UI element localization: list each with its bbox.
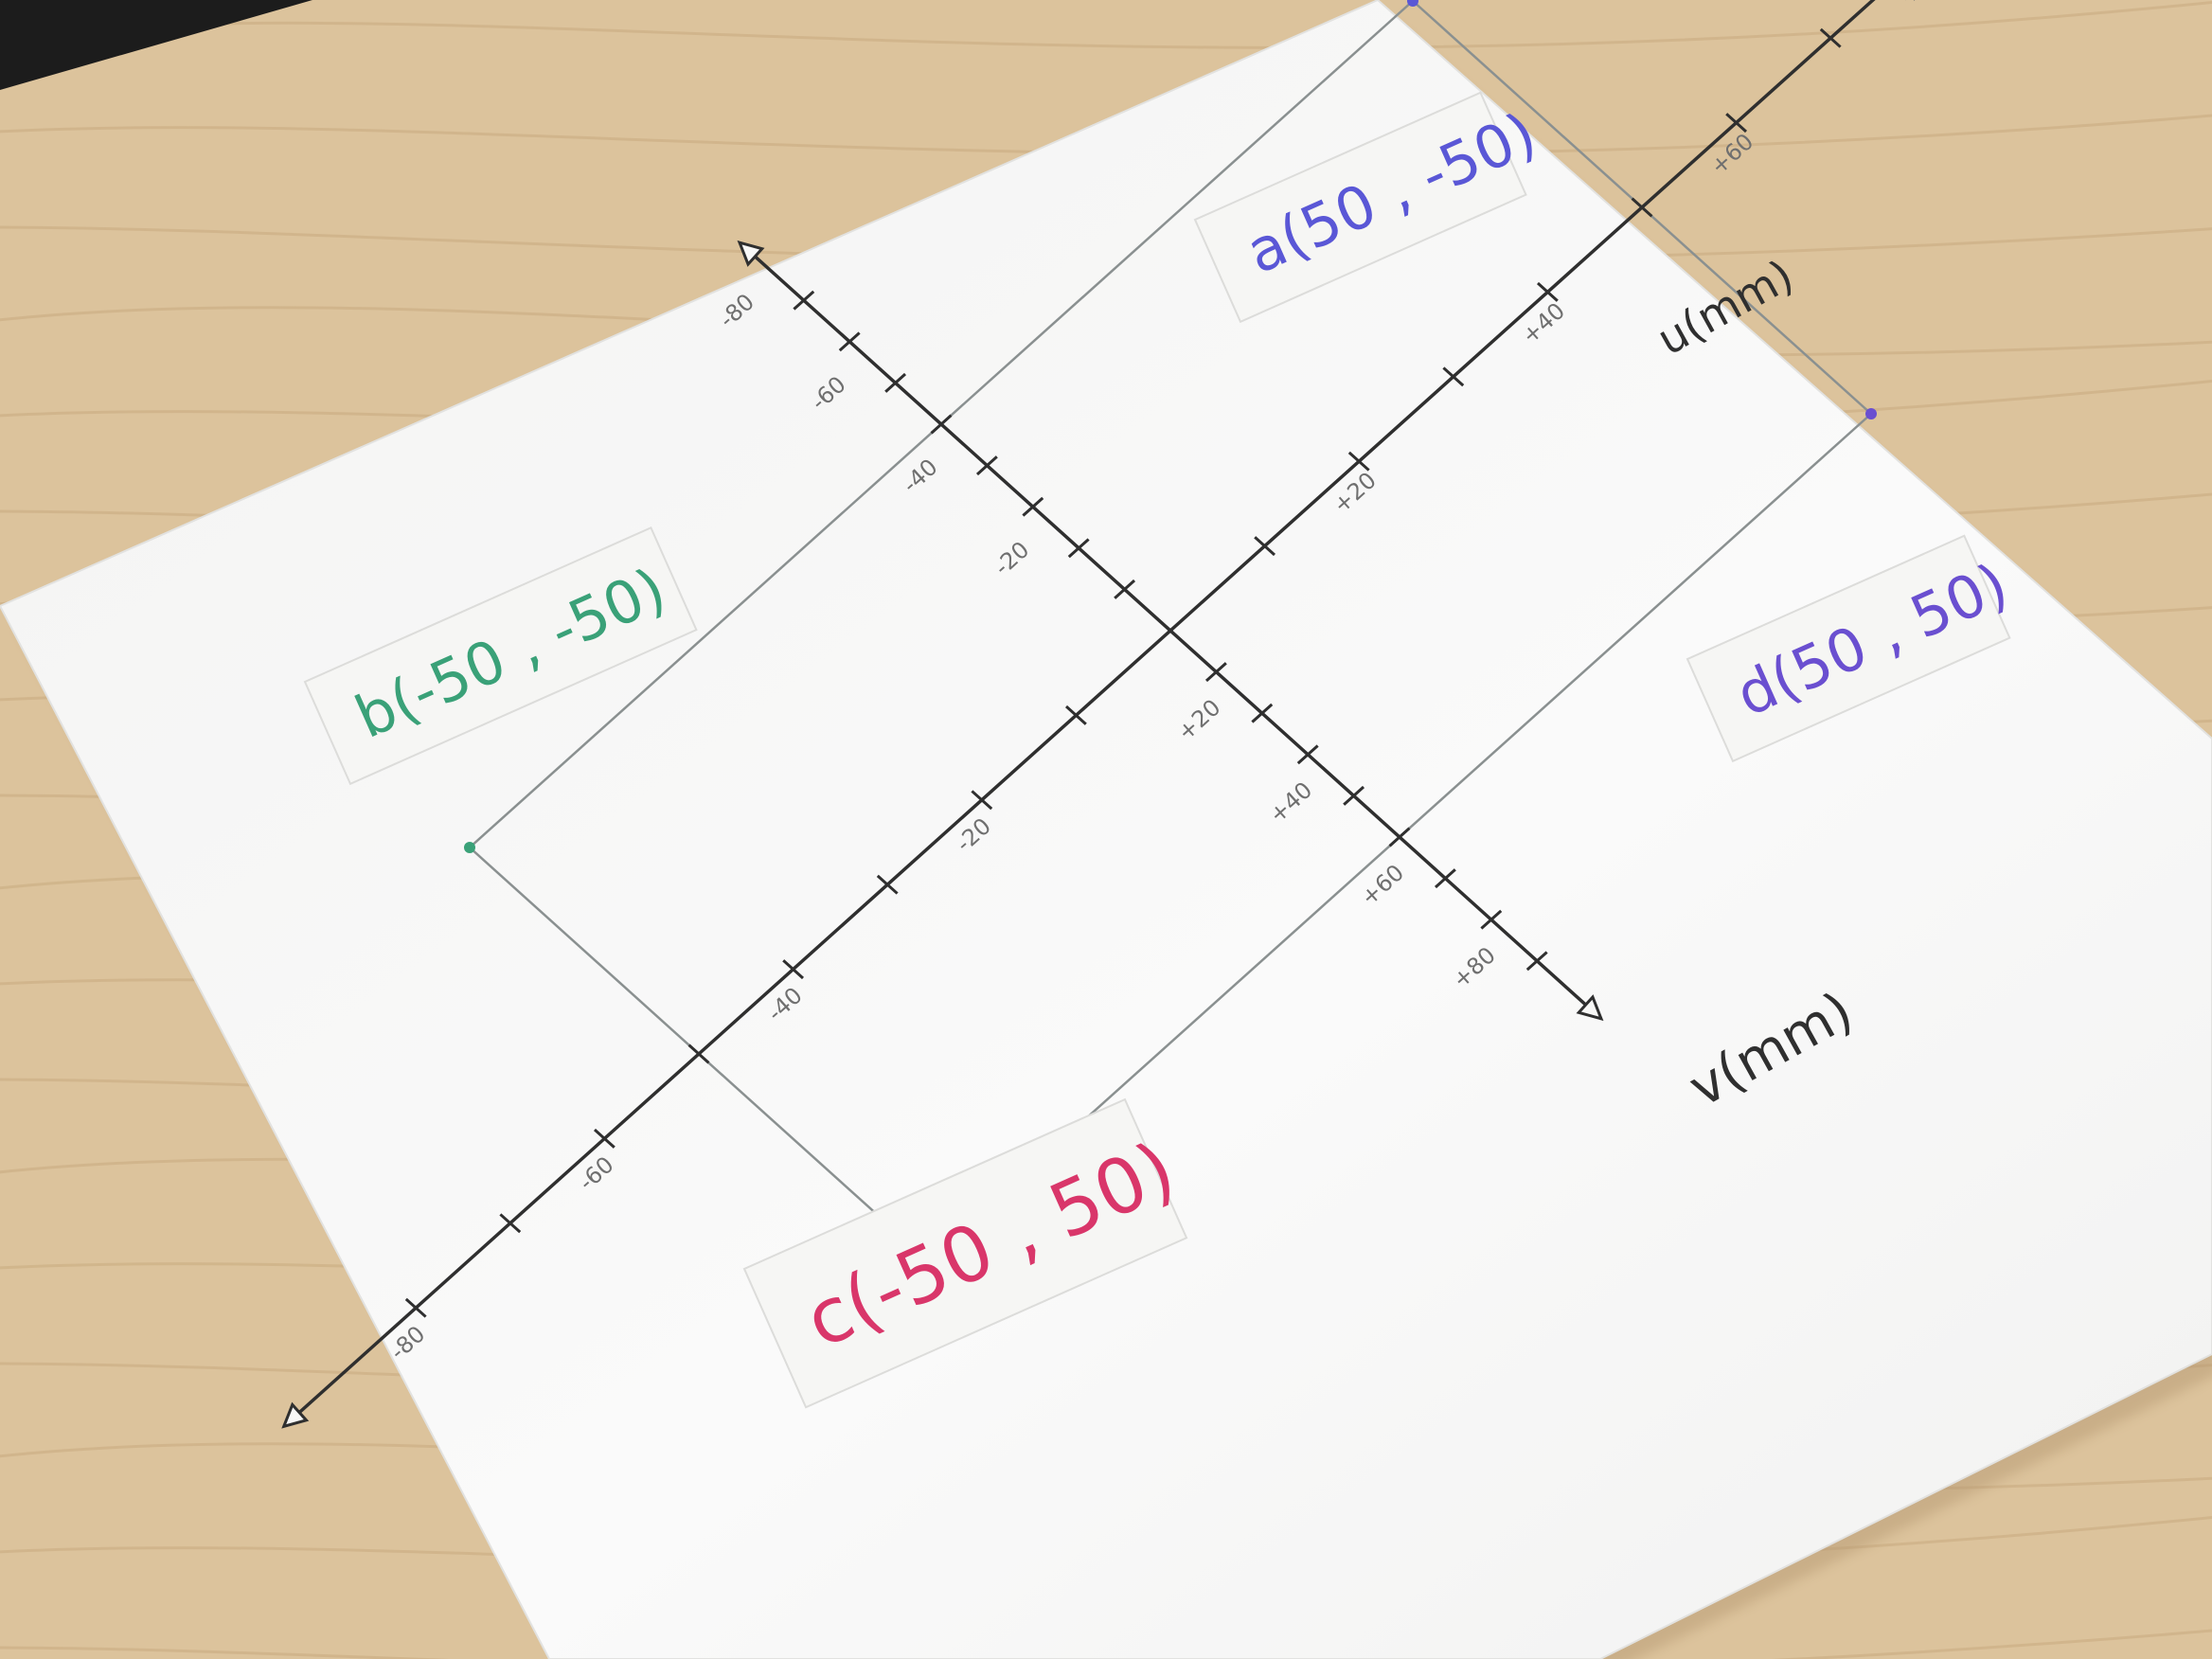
v-tick: [1343, 785, 1365, 806]
point-d: [1865, 408, 1877, 419]
u-axis-arrow-neg: [281, 1401, 310, 1429]
u-tick: [687, 1044, 710, 1064]
u-tick: [593, 1128, 615, 1149]
u-tick: [1064, 705, 1087, 725]
point-a: [1407, 0, 1418, 7]
v-tick: [1114, 579, 1136, 599]
u-tick: [1347, 451, 1370, 472]
u-tick: [499, 1213, 522, 1234]
v-tick: [1022, 496, 1044, 517]
v-tick: [1525, 951, 1548, 972]
u-tick: [1819, 27, 1842, 48]
u-tick: [1442, 366, 1465, 387]
v-axis-arrow-pos: [1576, 994, 1604, 1022]
u-tick: [404, 1297, 427, 1318]
wood-grain-line: [0, 114, 2212, 156]
u-tick: [971, 790, 993, 811]
v-tick: [1204, 662, 1227, 683]
point-b: [464, 842, 475, 853]
wood-grain-line: [0, 1629, 2212, 1659]
coordinate-axes: [281, 0, 1876, 1429]
v-tick: [1480, 909, 1503, 930]
u-tick: [876, 874, 899, 895]
u-tick: [1254, 536, 1276, 557]
v-tick: [793, 290, 815, 311]
v-tick: [884, 372, 907, 393]
v-axis-arrow-neg: [737, 240, 765, 267]
v-tick: [1296, 744, 1319, 765]
v-tick: [930, 414, 953, 435]
v-tick: [975, 455, 998, 476]
v-tick: [1388, 827, 1411, 847]
u-tick: [782, 959, 805, 980]
u-tick: [1631, 197, 1653, 218]
desk-corner-shadow: [0, 0, 312, 90]
v-tick: [1067, 538, 1090, 559]
v-tick: [1434, 868, 1456, 889]
u-tick: [1536, 281, 1559, 302]
v-axis-line: [738, 241, 1603, 1021]
v-tick: [838, 331, 861, 352]
u-tick: [1725, 113, 1748, 134]
v-tick: [1251, 703, 1274, 723]
